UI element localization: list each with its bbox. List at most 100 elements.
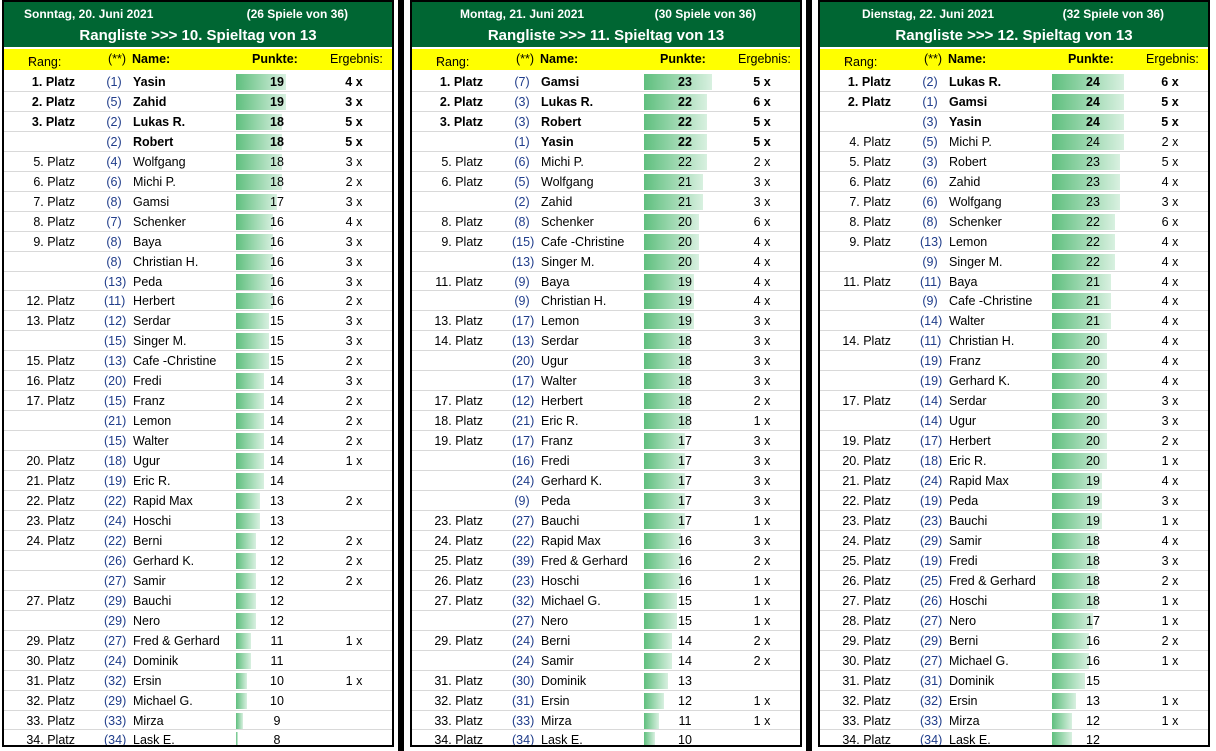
- previous-rank-cell: (2): [922, 75, 938, 89]
- points-bar-track: [236, 74, 308, 90]
- points-cell: 20: [1086, 354, 1100, 369]
- points-cell: 21: [678, 194, 692, 209]
- player-name-cell: Rapid Max: [949, 474, 1009, 489]
- result-cell: 5 x: [753, 114, 771, 129]
- rank-cell: 27. Platz: [842, 593, 891, 608]
- previous-rank-cell: (6): [922, 174, 938, 189]
- points-bar-track: [644, 493, 716, 510]
- player-name-cell: Berni: [541, 633, 571, 648]
- result-cell: 3 x: [753, 354, 771, 369]
- previous-rank-cell: (33): [104, 713, 127, 728]
- points-bar: [644, 293, 695, 310]
- table-row: (8) Christian H. 16 3 x: [4, 252, 392, 272]
- points-bar-track: [1052, 213, 1124, 230]
- player-name-cell: Singer M.: [133, 334, 187, 349]
- points-bar: [236, 592, 256, 609]
- previous-rank-cell: (6): [106, 174, 122, 189]
- previous-rank-cell: (3): [514, 114, 530, 129]
- panel-divider: [806, 0, 812, 751]
- points-bar-track: [236, 413, 308, 430]
- standings-rows: 1. Platz (7) Gamsi 23 5 x 2. Platz (3) Lukas R.…: [412, 72, 800, 745]
- previous-rank-cell: (22): [104, 494, 127, 509]
- rank-cell: 24. Platz: [26, 533, 75, 548]
- points-bar-track: [236, 652, 308, 669]
- points-bar: [644, 173, 703, 190]
- points-bar-track: [644, 672, 716, 689]
- player-name-cell: Peda: [541, 494, 571, 509]
- points-bar-track: [644, 193, 716, 210]
- points-cell: 16: [270, 234, 284, 249]
- panel-date-header: Montag, 21. Juni 2021 (30 Spiele von 36): [412, 2, 800, 25]
- player-name-cell: Serdar: [949, 394, 987, 409]
- player-name-cell: Hoschi: [949, 593, 988, 608]
- player-name-cell: Ersin: [949, 693, 978, 708]
- table-row: 9. Platz (13) Lemon 22 4 x: [820, 232, 1208, 252]
- table-row: (27) Nero 15 1 x: [412, 611, 800, 631]
- player-name-cell: Lukas R.: [541, 94, 594, 109]
- previous-rank-cell: (8): [922, 214, 938, 229]
- result-cell: 3 x: [345, 234, 363, 249]
- table-row: 5. Platz (3) Robert 23 5 x: [820, 152, 1208, 172]
- points-bar-track: [1052, 632, 1124, 649]
- player-name-cell: Hoschi: [133, 513, 172, 528]
- table-row: 13. Platz (12) Serdar 15 3 x: [4, 311, 392, 332]
- player-name-cell: Serdar: [541, 334, 579, 349]
- result-cell: 5 x: [1161, 94, 1179, 109]
- player-name-cell: Christian H.: [133, 254, 199, 269]
- points-bar: [644, 273, 695, 290]
- points-bar: [644, 632, 673, 649]
- previous-rank-cell: (9): [514, 294, 530, 309]
- points-bar-track: [1052, 273, 1124, 290]
- points-cell: 14: [270, 414, 284, 429]
- points-cell: 11: [270, 653, 284, 668]
- points-cell: 21: [1086, 314, 1100, 329]
- standings-panel-0: Sonntag, 20. Juni 2021 (26 Spiele von 36…: [2, 0, 394, 747]
- player-name-cell: Fred & Gerhard: [541, 553, 628, 568]
- points-bar-track: [644, 413, 716, 430]
- points-cell: 13: [678, 673, 692, 688]
- player-name-cell: Baya: [133, 234, 162, 249]
- rank-cell: 12. Platz: [26, 294, 75, 309]
- player-name-cell: Ugur: [133, 454, 161, 469]
- previous-rank-cell: (13): [512, 334, 535, 349]
- result-cell: 1 x: [1161, 713, 1179, 728]
- points-cell: 16: [1086, 633, 1100, 648]
- previous-rank-cell: (6): [922, 194, 938, 209]
- points-bar: [1052, 353, 1107, 370]
- previous-rank-cell: (1): [922, 94, 938, 109]
- table-row: (14) Ugur 20 3 x: [820, 411, 1208, 432]
- result-cell: 2 x: [753, 154, 771, 169]
- points-bar: [644, 532, 682, 549]
- table-row: (15) Singer M. 15 3 x: [4, 331, 392, 352]
- points-bar: [236, 253, 274, 270]
- points-bar: [236, 173, 282, 190]
- previous-rank-cell: (24): [104, 513, 127, 528]
- result-cell: 4 x: [1161, 334, 1179, 349]
- points-bar: [644, 353, 690, 370]
- points-bar-track: [1052, 93, 1124, 110]
- points-bar-track: [644, 213, 716, 230]
- table-row: 19. Platz (17) Franz 17 3 x: [412, 431, 800, 452]
- player-name-cell: Schenker: [541, 214, 594, 229]
- points-cell: 20: [1086, 334, 1100, 349]
- points-cell: 23: [1086, 154, 1100, 169]
- previous-rank-cell: (34): [104, 733, 127, 747]
- previous-rank-cell: (22): [104, 533, 127, 548]
- points-bar: [1052, 173, 1120, 190]
- table-row: (17) Walter 18 3 x: [412, 371, 800, 392]
- table-row: (15) Walter 14 2 x: [4, 431, 392, 452]
- points-cell: 17: [678, 513, 692, 528]
- previous-rank-cell: (5): [106, 94, 122, 109]
- result-cell: 3 x: [753, 434, 771, 449]
- player-name-cell: Rapid Max: [133, 494, 193, 509]
- points-cell: 21: [1086, 274, 1100, 289]
- previous-rank-cell: (13): [104, 274, 127, 289]
- previous-rank-cell: (19): [920, 374, 943, 389]
- rank-cell: 2. Platz: [439, 94, 483, 109]
- points-bar: [644, 93, 708, 110]
- table-row: 5. Platz (4) Wolfgang 18 3 x: [4, 152, 392, 172]
- table-row: 21. Platz (19) Eric R. 14: [4, 471, 392, 492]
- points-bar: [644, 732, 655, 745]
- table-row: 31. Platz (32) Ersin 10 1 x: [4, 671, 392, 691]
- table-row: 8. Platz (7) Schenker 16 4 x: [4, 212, 392, 232]
